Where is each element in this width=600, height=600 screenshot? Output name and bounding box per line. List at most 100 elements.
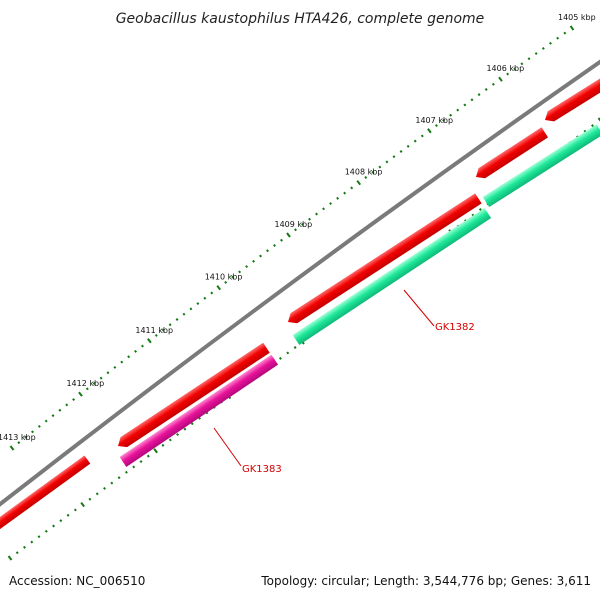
minor-tick	[203, 296, 207, 300]
minor-tick	[343, 191, 347, 195]
minor-tick	[527, 57, 531, 61]
minor-tick	[513, 67, 517, 71]
minor-tick	[161, 328, 165, 332]
major-tick	[286, 232, 291, 238]
minor-tick	[442, 118, 446, 122]
major-tick	[9, 445, 15, 451]
major-tick	[427, 128, 432, 134]
minor-tick	[134, 349, 138, 353]
outer-tick-ring	[9, 25, 575, 451]
gene-gk1382-continued[interactable]	[482, 124, 600, 208]
tick-label: 1406 kbp	[486, 64, 524, 73]
minor-tick	[266, 249, 269, 253]
minor-tick	[399, 150, 403, 153]
minor-tick	[273, 244, 276, 247]
minor-tick	[65, 403, 69, 407]
major-tick	[153, 448, 158, 454]
tick-labels: 1405 kbp 1406 kbp 1407 kbp 1408 kbp 1409 kbp…	[0, 13, 596, 442]
minor-tick	[364, 175, 368, 179]
minor-tick	[59, 519, 63, 523]
gk1383-label: GK1383	[242, 464, 282, 475]
minor-tick	[127, 355, 131, 359]
minor-tick	[549, 41, 552, 45]
minor-tick	[294, 228, 297, 232]
minor-tick	[182, 312, 186, 316]
minor-tick	[175, 317, 179, 321]
tick-label: 1410 kbp	[205, 273, 243, 282]
minor-tick	[449, 113, 453, 117]
minor-tick	[477, 93, 481, 97]
minor-tick	[406, 144, 410, 148]
genome-summary: Topology: circular; Length: 3,544,776 bp…	[261, 574, 591, 588]
minor-tick	[44, 419, 48, 423]
minor-tick	[117, 476, 121, 480]
minor-tick	[278, 356, 282, 360]
minor-tick	[73, 508, 77, 512]
minor-tick	[259, 254, 262, 258]
minor-tick	[520, 62, 524, 66]
tick-label: 1411 kbp	[135, 326, 173, 335]
minor-tick	[350, 186, 354, 190]
minor-tick	[66, 513, 70, 517]
cds-arrow[interactable]	[542, 75, 600, 125]
minor-tick	[293, 345, 297, 349]
minor-tick	[491, 82, 495, 86]
tick-label: 1407 kbp	[415, 116, 453, 125]
minor-tick	[591, 124, 594, 128]
gene-gk1382[interactable]	[292, 208, 492, 346]
minor-tick	[506, 72, 510, 76]
minor-tick	[124, 470, 128, 474]
minor-tick	[103, 486, 106, 490]
minor-tick	[17, 441, 21, 445]
minor-tick	[435, 124, 438, 128]
accession-label: Accession: NC_006510	[9, 574, 146, 588]
major-tick	[216, 285, 222, 291]
minor-tick	[44, 529, 48, 533]
minor-tick	[95, 492, 99, 496]
major-tick	[80, 501, 85, 508]
minor-tick	[252, 259, 256, 263]
minor-tick	[120, 360, 124, 364]
cds-arrow[interactable]	[115, 342, 270, 451]
minor-tick	[378, 165, 382, 169]
minor-tick	[168, 323, 172, 327]
minor-tick	[23, 545, 26, 549]
minor-tick	[51, 414, 55, 418]
cds-segment[interactable]	[0, 455, 91, 535]
major-tick	[78, 391, 83, 397]
gk1383-label-line	[213, 427, 242, 467]
major-tick	[597, 117, 600, 122]
minor-tick	[183, 427, 187, 431]
cds-arrow[interactable]	[473, 127, 549, 182]
forward-strand-cds	[0, 75, 600, 535]
minor-tick	[132, 465, 136, 469]
minor-tick	[99, 376, 103, 380]
minor-tick	[238, 270, 242, 274]
minor-tick	[308, 217, 311, 221]
minor-tick	[37, 535, 41, 539]
minor-tick	[210, 291, 214, 295]
minor-tick	[541, 46, 545, 50]
minor-tick	[196, 302, 200, 306]
gene-gk1383[interactable]	[119, 354, 279, 467]
minor-tick	[154, 333, 158, 337]
minor-tick	[556, 36, 560, 40]
tick-label: 1413 kbp	[0, 433, 36, 442]
minor-tick	[31, 430, 34, 434]
cds-arrow[interactable]	[285, 193, 482, 327]
minor-tick	[456, 108, 460, 112]
minor-tick	[224, 280, 228, 284]
minor-tick	[58, 408, 62, 412]
minor-tick	[52, 524, 56, 528]
minor-tick	[534, 52, 538, 56]
minor-tick	[231, 275, 235, 279]
minor-tick	[470, 98, 474, 102]
minor-tick	[280, 238, 283, 242]
minor-tick	[113, 365, 117, 369]
minor-tick	[322, 207, 326, 211]
map-title: Geobacillus kaustophilus HTA426, complet…	[116, 11, 485, 27]
minor-tick	[85, 387, 89, 391]
minor-tick	[336, 196, 340, 200]
minor-tick	[286, 351, 290, 355]
